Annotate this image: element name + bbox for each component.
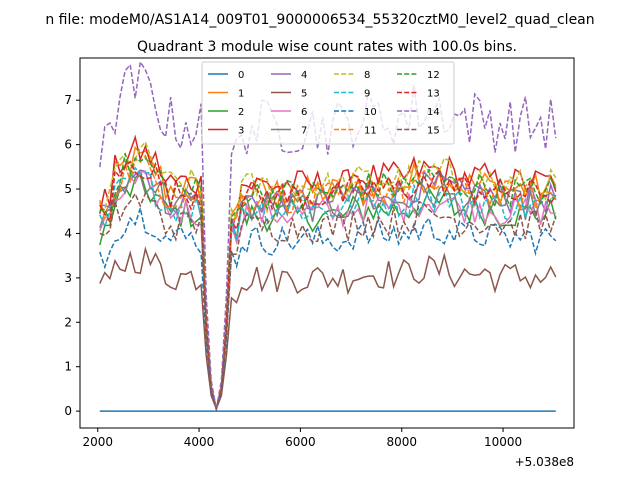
series-line-11 (99, 154, 557, 410)
y-tick-label: 7 (64, 93, 72, 107)
legend-label-9: 9 (364, 89, 370, 100)
legend-label-7: 7 (301, 126, 307, 137)
y-tick-label: 4 (64, 226, 72, 240)
legend-label-2: 2 (238, 107, 244, 118)
series-line-14 (99, 59, 557, 410)
legend-label-8: 8 (364, 70, 370, 81)
y-tick-label: 1 (64, 360, 72, 374)
y-tick-label: 5 (64, 182, 72, 196)
x-axis: 2000 4000 6000 8000 10000 (82, 428, 522, 449)
x-tick-label: 8000 (386, 435, 417, 449)
series-line-1 (99, 146, 557, 410)
y-tick-label: 0 (64, 404, 72, 418)
series-line-9 (99, 166, 557, 410)
x-tick-label: 6000 (285, 435, 316, 449)
y-axis: 0 1 2 3 4 5 6 7 (64, 93, 80, 418)
x-tick-label: 2000 (82, 435, 113, 449)
legend-label-4: 4 (301, 70, 307, 81)
series-line-8 (99, 140, 557, 410)
series-line-12 (99, 153, 557, 410)
x-tick-label: 4000 (184, 435, 215, 449)
plot-lines (99, 59, 557, 412)
legend-label-0: 0 (238, 70, 244, 81)
legend-label-3: 3 (238, 126, 244, 137)
legend-label-15: 15 (427, 126, 440, 137)
legend-label-12: 12 (427, 70, 440, 81)
series-line-15 (99, 191, 557, 412)
series-line-6 (99, 171, 556, 410)
legend-box (201, 61, 455, 145)
legend-label-13: 13 (427, 89, 440, 100)
x-tick-label: 10000 (484, 435, 522, 449)
legend-label-6: 6 (301, 107, 307, 118)
plot-frame (79, 57, 575, 429)
legend-label-1: 1 (238, 89, 244, 100)
legend-label-5: 5 (301, 89, 307, 100)
y-tick-label: 2 (64, 315, 72, 329)
series-line-5 (99, 245, 557, 411)
series-line-2 (99, 170, 557, 412)
series-line-13 (99, 160, 557, 410)
legend-label-10: 10 (364, 107, 377, 118)
legend-label-14: 14 (427, 107, 440, 118)
series-line-10 (99, 205, 557, 412)
series-line-7 (99, 174, 557, 410)
y-tick-label: 3 (64, 271, 72, 285)
y-tick-label: 6 (64, 138, 72, 152)
chart-title: Quadrant 3 module wise count rates with … (137, 39, 517, 55)
figure-suptitle: n file: modeM0/AS1A14_009T01_9000006534_… (45, 12, 594, 28)
legend-label-11: 11 (364, 126, 377, 137)
x-axis-offset-label: +5.038e8 (515, 455, 574, 469)
